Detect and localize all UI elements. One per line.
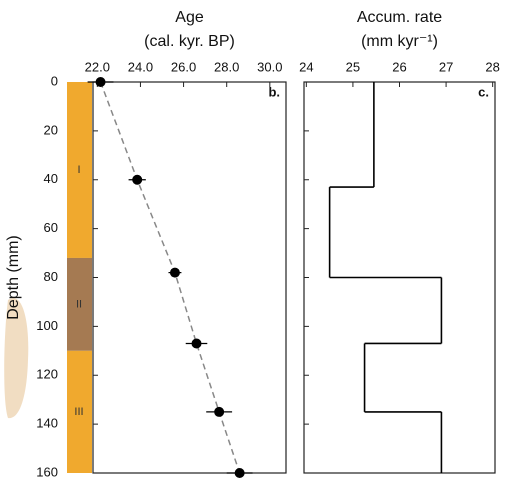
y-tick-label: 140 bbox=[36, 416, 58, 431]
panel-label: b. bbox=[268, 84, 280, 99]
x-tick-label: 24 bbox=[299, 59, 313, 74]
x-tick-label: 30.0 bbox=[257, 59, 282, 74]
x-tick-label: 26 bbox=[392, 59, 406, 74]
panel-title: Age bbox=[175, 9, 204, 26]
y-tick-label: 160 bbox=[36, 464, 58, 479]
y-tick-label: 20 bbox=[44, 122, 58, 137]
x-tick-label: 26.0 bbox=[171, 59, 196, 74]
y-tick-label: 40 bbox=[44, 171, 58, 186]
data-point bbox=[214, 406, 225, 417]
x-tick-label: 28.0 bbox=[214, 59, 239, 74]
y-tick-label: 80 bbox=[44, 269, 58, 284]
y-tick-label: 120 bbox=[36, 367, 58, 382]
data-point bbox=[191, 338, 202, 349]
rock-sample bbox=[4, 298, 29, 419]
fit-line bbox=[99, 81, 241, 474]
y-tick-label: 100 bbox=[36, 318, 58, 333]
x-tick-label: 28 bbox=[485, 59, 499, 74]
x-tick-label: 22.0 bbox=[85, 59, 110, 74]
data-point bbox=[234, 468, 245, 478]
x-tick-label: 24.0 bbox=[128, 59, 153, 74]
panel-title: Accum. rate bbox=[357, 9, 442, 26]
strat-unit-label: I bbox=[77, 164, 80, 176]
panel-subtitle: (mm kyr⁻¹) bbox=[361, 33, 438, 50]
x-tick-label: 27 bbox=[439, 59, 453, 74]
data-point bbox=[132, 174, 143, 185]
panel-subtitle: (cal. kyr. BP) bbox=[144, 33, 235, 50]
panel-label: c. bbox=[478, 84, 489, 99]
y-tick-label: 0 bbox=[51, 73, 58, 88]
y-axis-label: Depth (mm) bbox=[5, 235, 22, 319]
strat-unit-label: III bbox=[74, 406, 83, 418]
strat-unit bbox=[67, 257, 92, 351]
strat-unit bbox=[67, 82, 92, 258]
y-tick-label: 60 bbox=[44, 220, 58, 235]
data-point bbox=[169, 267, 180, 278]
strat-unit-label: II bbox=[76, 298, 82, 310]
x-tick-label: 25 bbox=[346, 59, 360, 74]
data-point bbox=[95, 77, 106, 87]
strat-unit bbox=[67, 350, 92, 473]
